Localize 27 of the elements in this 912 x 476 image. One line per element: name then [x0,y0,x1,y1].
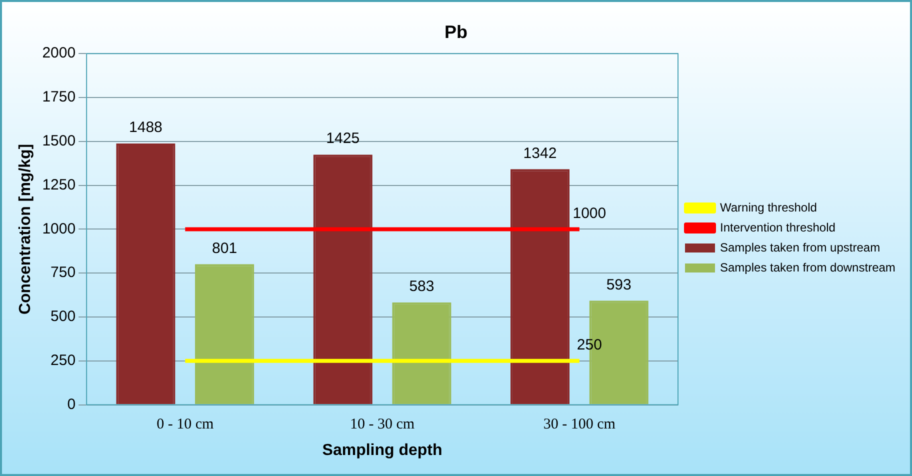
y-tick-label: 1750 [42,88,76,106]
y-tick-label: 0 [67,396,76,413]
y-tick-label: 1000 [42,220,76,238]
data-label: 583 [409,278,434,296]
data-label: 250 [576,336,602,354]
data-label: 1000 [572,204,606,222]
y-axis-title: Concentration [mg/kg] [17,144,34,315]
data-label: 593 [606,276,632,294]
y-tick-label: 1500 [42,132,76,150]
y-tick-label: 750 [50,264,76,282]
legend-label: Intervention threshold [720,220,836,234]
y-tick-label: 1250 [42,176,76,194]
legend-label: Warning threshold [720,200,817,214]
data-label: 801 [212,240,238,257]
data-label: 1425 [326,130,360,148]
data-label: 1342 [523,144,557,162]
y-tick-label: 500 [50,308,76,326]
y-tick-label: 250 [50,352,76,370]
legend-label: Samples taken from upstream [720,240,880,254]
chart-title: Pb [444,22,468,42]
y-tick-label: 2000 [42,44,76,62]
x-tick-label: 10 - 30 cm [350,416,415,433]
x-tick-label: 30 - 100 cm [543,416,616,433]
legend-label: Samples taken from downstream [720,260,896,274]
x-axis-title: Sampling depth [322,442,442,459]
x-tick-label: 0 - 10 cm [156,416,214,433]
data-label: 1488 [129,119,162,136]
